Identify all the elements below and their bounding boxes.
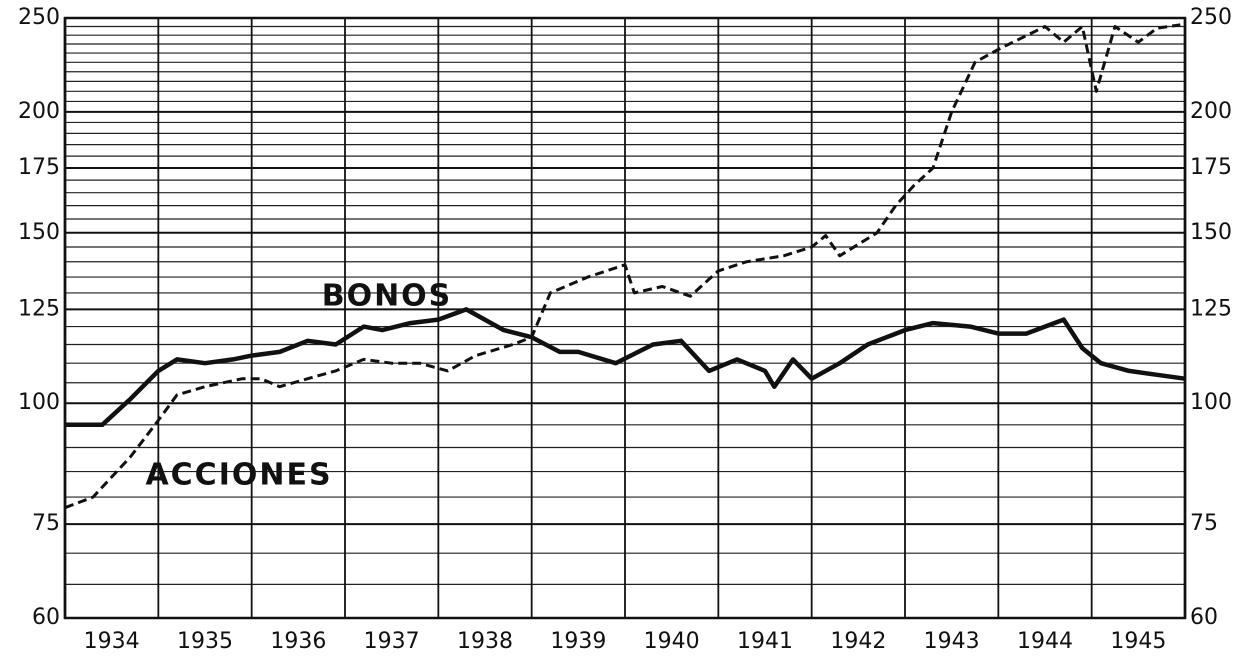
y2-tick-label: 200 — [1190, 99, 1232, 124]
plot-frame — [63, 16, 1187, 620]
y-tick-label: 175 — [18, 155, 60, 180]
y2-tick-label: 175 — [1190, 155, 1232, 180]
x-tick-label: 1934 — [84, 629, 140, 654]
x-tick-label: 1939 — [550, 629, 606, 654]
x-tick-label: 1936 — [270, 629, 326, 654]
y2-tick-label: 60 — [1190, 605, 1218, 630]
x-tick-label: 1941 — [737, 629, 793, 654]
x-tick-label: 1940 — [644, 629, 700, 654]
x-tick-label: 1935 — [177, 629, 233, 654]
x-tick-label: 1943 — [924, 629, 980, 654]
x-tick-label: 1938 — [457, 629, 513, 654]
y-tick-label: 150 — [18, 220, 60, 245]
x-tick-label: 1937 — [364, 629, 420, 654]
annotation-bg — [133, 456, 345, 494]
y-tick-label: 100 — [18, 390, 60, 415]
annotation: ACCIONES — [145, 458, 332, 493]
y2-tick-label: 150 — [1190, 220, 1232, 245]
x-tick-label: 1942 — [830, 629, 886, 654]
y2-tick-label: 250 — [1190, 5, 1232, 30]
y-tick-label: 250 — [18, 5, 60, 30]
y2-tick-label: 125 — [1190, 296, 1232, 321]
grid — [63, 17, 1187, 619]
series-line — [65, 307, 1186, 428]
y2-tick-label: 75 — [1190, 511, 1218, 536]
y2-tick-label: 100 — [1190, 390, 1232, 415]
y-tick-label: 125 — [18, 296, 60, 321]
annotation: BONOS — [322, 279, 453, 314]
series-line — [64, 23, 1181, 510]
y-tick-label: 60 — [32, 605, 60, 630]
y-tick-label: 200 — [18, 99, 60, 124]
y-tick-label: 75 — [32, 511, 60, 536]
x-tick-label: 1944 — [1017, 629, 1073, 654]
x-tick-label: 1945 — [1110, 629, 1166, 654]
